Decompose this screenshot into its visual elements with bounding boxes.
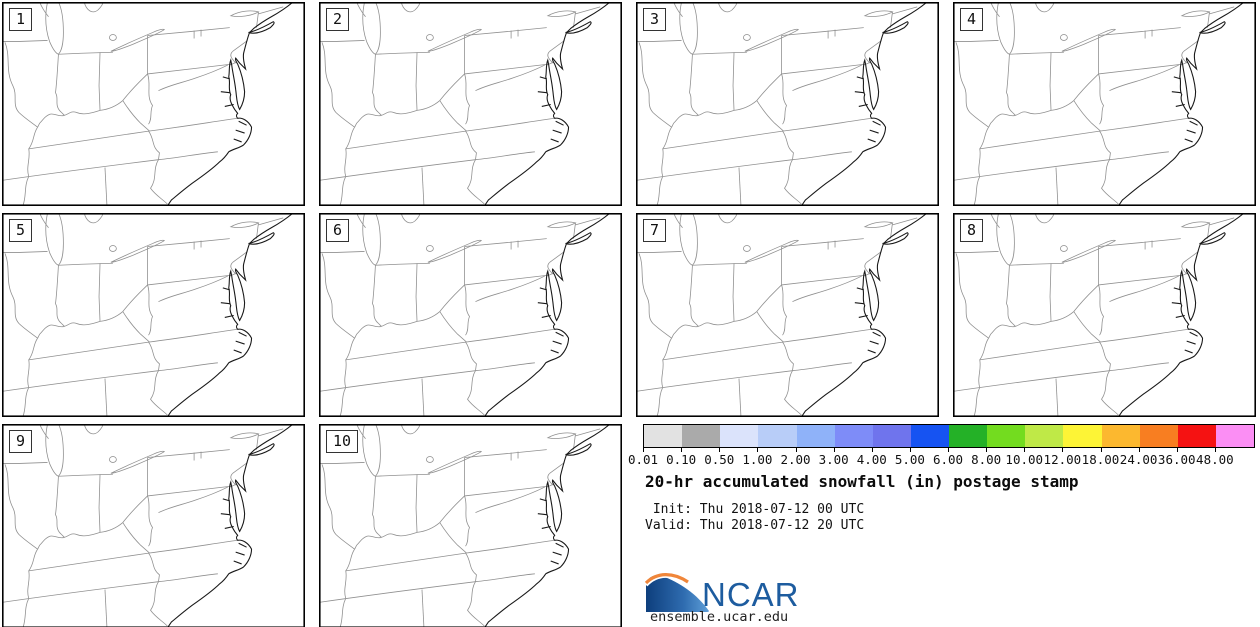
colorbar-tick bbox=[719, 447, 721, 452]
colorbar-tick bbox=[833, 447, 835, 452]
ensemble-member-panel: 3 bbox=[636, 2, 939, 206]
colorbar-tick-label: 2.00 bbox=[780, 452, 811, 467]
member-number-label: 10 bbox=[326, 430, 359, 453]
product-title: 20-hr accumulated snowfall (in) postage … bbox=[645, 472, 1079, 491]
colorbar-tick bbox=[1024, 447, 1026, 452]
colorbar-tick-label: 10.00 bbox=[1005, 452, 1044, 467]
ensemble-member-panel: 2 bbox=[319, 2, 622, 206]
colorbar-segment bbox=[758, 425, 797, 447]
member-number-label: 3 bbox=[643, 8, 667, 31]
colorbar-segment bbox=[1139, 425, 1178, 447]
colorbar-segment bbox=[834, 425, 873, 447]
colorbar-segment bbox=[720, 425, 759, 447]
ensemble-member-panel: 1 bbox=[2, 2, 305, 206]
ensemble-member-panel: 9 bbox=[2, 424, 305, 627]
region-map bbox=[319, 424, 622, 627]
colorbar-segment bbox=[1063, 425, 1102, 447]
colorbar-tick bbox=[681, 447, 683, 452]
colorbar-tick bbox=[871, 447, 873, 452]
valid-time-label: Valid: Thu 2018-07-12 20 UTC bbox=[645, 518, 865, 533]
colorbar-tick bbox=[1138, 447, 1140, 452]
colorbar-tick-label: 12.00 bbox=[1043, 452, 1082, 467]
ensemble-member-panel: 10 bbox=[319, 424, 622, 627]
region-map bbox=[319, 2, 622, 206]
colorbar-tick bbox=[1100, 447, 1102, 452]
member-number-label: 8 bbox=[960, 219, 984, 242]
colorbar-tick bbox=[795, 447, 797, 452]
colorbar-tick bbox=[986, 447, 988, 452]
region-map bbox=[636, 2, 939, 206]
ncar-logo-text: NCAR bbox=[702, 576, 800, 613]
member-number-label: 2 bbox=[326, 8, 350, 31]
ncar-logo: NCAR bbox=[645, 570, 865, 614]
region-map bbox=[319, 213, 622, 417]
colorbar-tick-label: 48.00 bbox=[1196, 452, 1234, 467]
colorbar-tick bbox=[1062, 447, 1064, 452]
init-time-label: Init: Thu 2018-07-12 00 UTC bbox=[645, 502, 865, 517]
ensemble-site-url: ensemble.ucar.edu bbox=[650, 609, 789, 625]
member-number-label: 7 bbox=[643, 219, 667, 242]
colorbar-tick bbox=[643, 447, 644, 452]
region-map bbox=[953, 213, 1256, 417]
ncar-swoosh-icon bbox=[645, 573, 709, 612]
ensemble-member-panel: 4 bbox=[953, 2, 1256, 206]
member-number-label: 5 bbox=[9, 219, 33, 242]
colorbar-tick-label: 5.00 bbox=[894, 452, 925, 467]
ensemble-member-panel: 5 bbox=[2, 213, 305, 417]
colorbar-tick-label: 4.00 bbox=[856, 452, 887, 467]
region-map bbox=[636, 213, 939, 417]
colorbar-tick-label: 8.00 bbox=[971, 452, 1002, 467]
colorbar-segment bbox=[910, 425, 949, 447]
colorbar-tick-label: 0.50 bbox=[704, 452, 735, 467]
member-number-label: 1 bbox=[9, 8, 33, 31]
snowfall-colorbar bbox=[643, 424, 1255, 448]
ensemble-member-panel: 7 bbox=[636, 213, 939, 417]
colorbar-tick bbox=[909, 447, 911, 452]
colorbar-segment bbox=[1177, 425, 1216, 447]
colorbar-segment bbox=[987, 425, 1026, 447]
region-map bbox=[953, 2, 1256, 206]
colorbar-segment bbox=[1025, 425, 1064, 447]
region-map bbox=[2, 2, 305, 206]
colorbar-tick-label: 1.00 bbox=[742, 452, 773, 467]
colorbar-segment bbox=[872, 425, 911, 447]
colorbar-tick bbox=[948, 447, 949, 452]
colorbar-segment bbox=[1101, 425, 1140, 447]
colorbar-tick-label: 24.00 bbox=[1119, 452, 1158, 467]
member-number-label: 9 bbox=[9, 430, 33, 453]
colorbar-segment bbox=[644, 425, 683, 447]
ensemble-member-panel: 6 bbox=[319, 213, 622, 417]
member-number-label: 6 bbox=[326, 219, 350, 242]
colorbar-segment bbox=[949, 425, 988, 447]
colorbar-segment bbox=[796, 425, 835, 447]
region-map bbox=[2, 213, 305, 417]
colorbar-tick-label: 36.00 bbox=[1157, 452, 1196, 467]
colorbar-segment bbox=[1215, 425, 1254, 447]
colorbar-tick-label: 0.10 bbox=[666, 452, 697, 467]
colorbar-tick-label: 18.00 bbox=[1081, 452, 1120, 467]
colorbar-tick-label: 6.00 bbox=[932, 452, 964, 467]
member-number-label: 4 bbox=[960, 8, 984, 31]
colorbar-segment bbox=[682, 425, 721, 447]
ensemble-member-panel: 8 bbox=[953, 213, 1256, 417]
colorbar-tick bbox=[1176, 447, 1178, 452]
colorbar-tick-label: 0.01 bbox=[627, 452, 659, 467]
colorbar-tick-label: 3.00 bbox=[818, 452, 849, 467]
region-map bbox=[2, 424, 305, 627]
colorbar-tick bbox=[757, 447, 759, 452]
colorbar-tick bbox=[1214, 447, 1216, 452]
